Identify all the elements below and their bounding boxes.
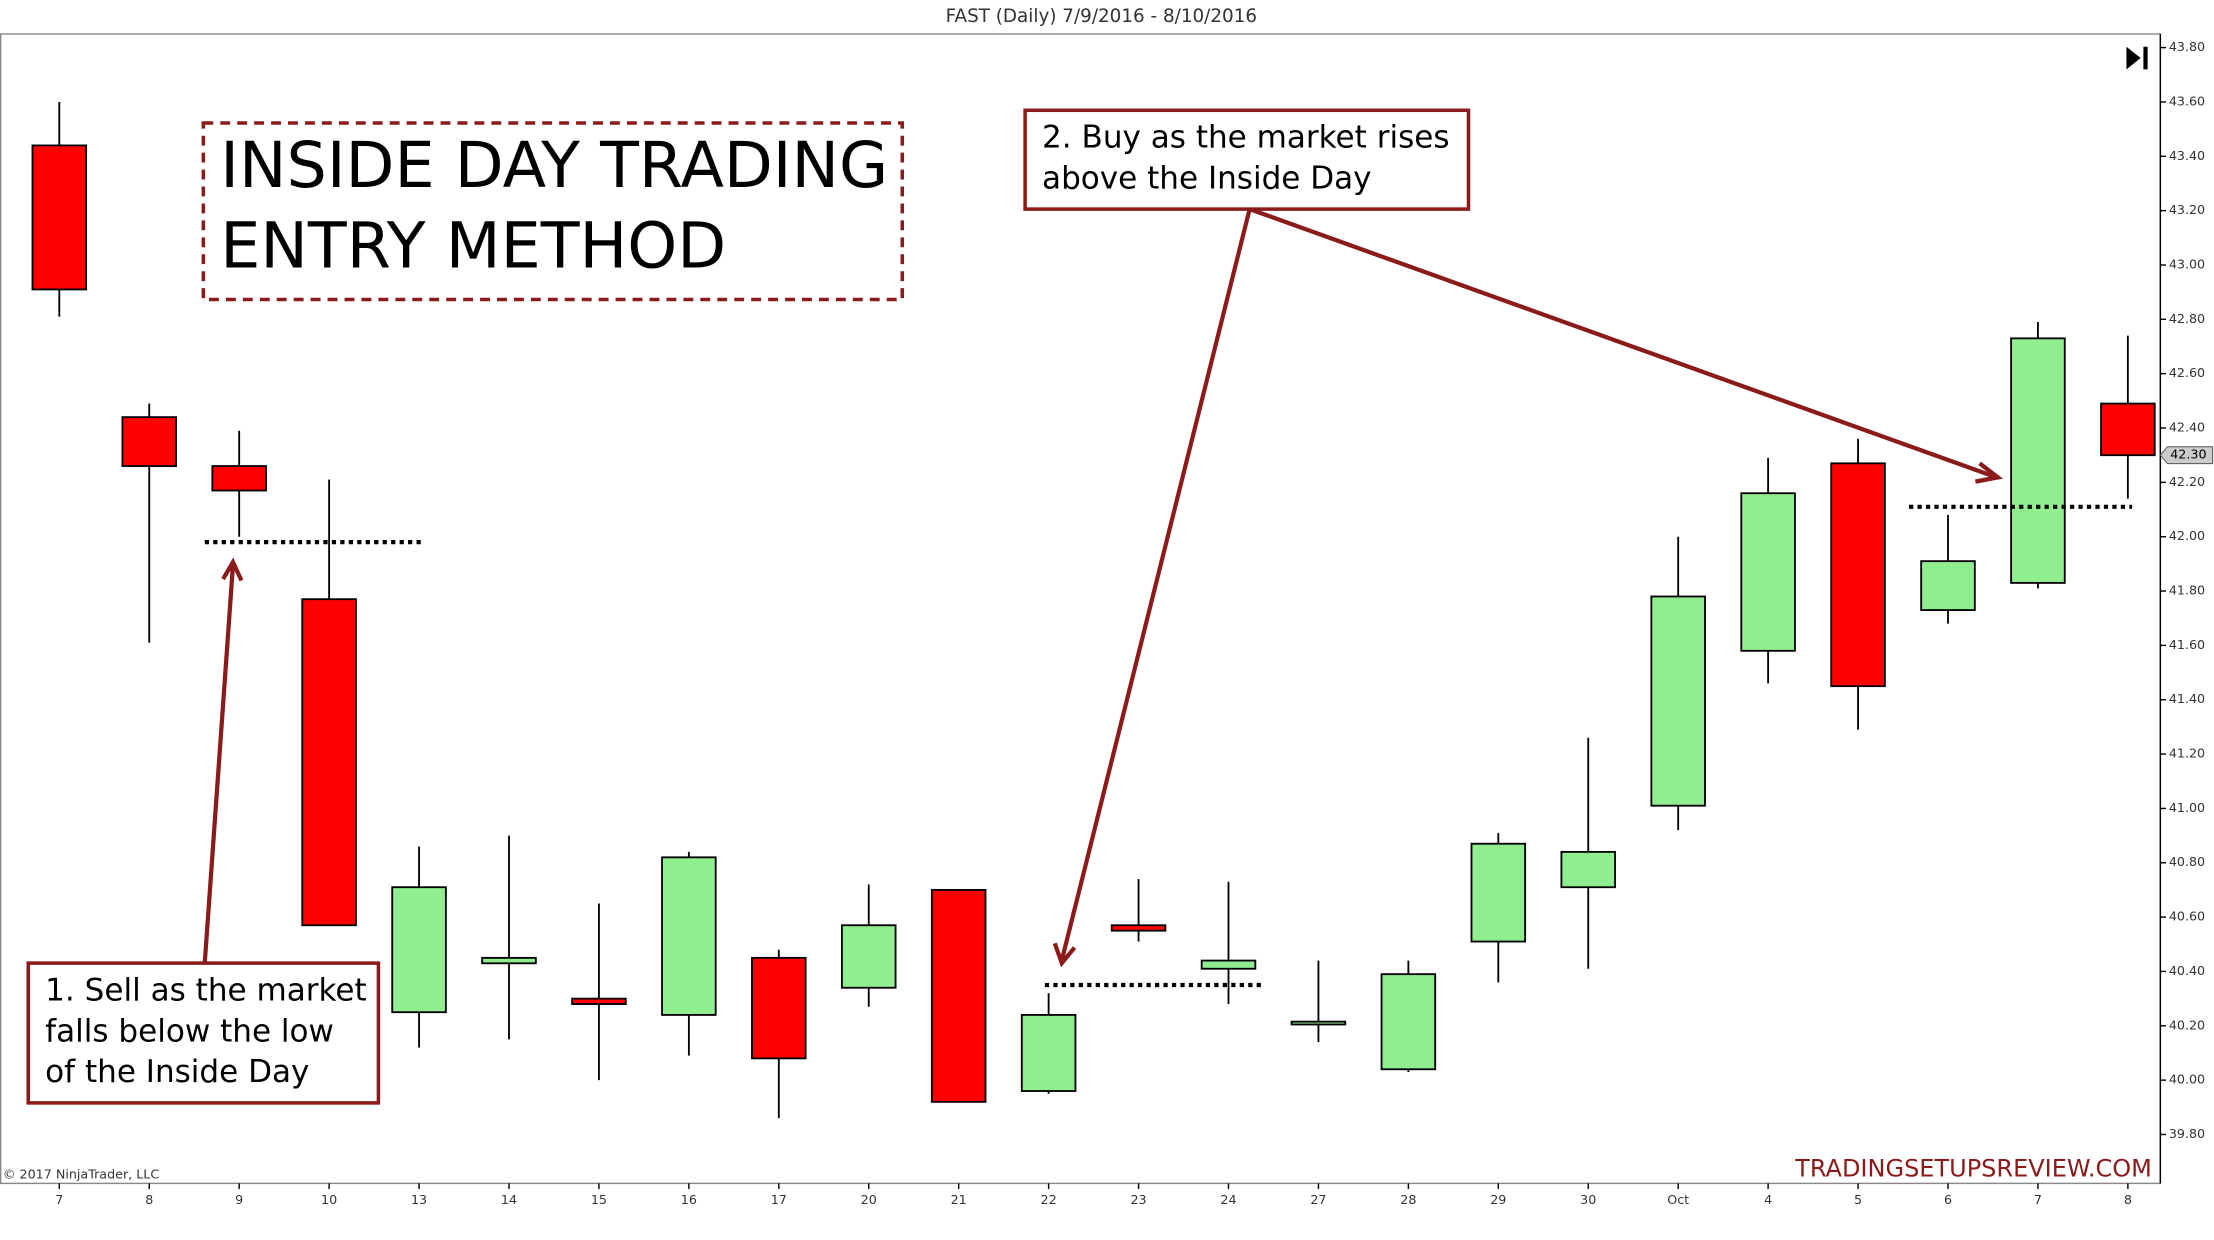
callout-text: 1. Sell as the market xyxy=(45,972,367,1008)
callout-box xyxy=(1023,108,1471,211)
x-tick-label: 20 xyxy=(861,1192,877,1207)
candle-body xyxy=(1920,560,1976,611)
arrow xyxy=(1059,208,1252,961)
annotation-title: INSIDE DAY TRADING xyxy=(220,128,888,202)
callout-text: above the Inside Day xyxy=(1042,160,1372,196)
y-tick-label: 42.20 xyxy=(2169,474,2205,489)
y-tick-label: 43.00 xyxy=(2169,256,2205,271)
candle-body xyxy=(1290,1020,1347,1026)
arrow xyxy=(202,564,236,964)
x-tick-label: 24 xyxy=(1220,1192,1236,1207)
y-tick-label: 43.80 xyxy=(2169,39,2205,54)
x-tick-label: 15 xyxy=(591,1192,607,1207)
y-tick-label: 42.80 xyxy=(2169,311,2205,326)
candle-body xyxy=(121,416,177,467)
annotation-title: ENTRY METHOD xyxy=(220,209,726,283)
y-tick-label: 41.40 xyxy=(2169,691,2205,706)
callout-text: of the Inside Day xyxy=(45,1054,309,1090)
x-tick-label: 13 xyxy=(411,1192,427,1207)
y-tick-label: 42.40 xyxy=(2169,420,2205,435)
x-tick-label: 7 xyxy=(2034,1192,2042,1207)
candle-body xyxy=(840,924,897,989)
chart-title: FAST (Daily) 7/9/2016 - 8/10/2016 xyxy=(946,6,1257,27)
candle-body xyxy=(1380,973,1437,1071)
x-tick-label: 16 xyxy=(681,1192,697,1207)
candle-body xyxy=(2100,402,2156,457)
x-tick-label: 30 xyxy=(1580,1192,1596,1207)
x-tick-label: 4 xyxy=(1764,1192,1772,1207)
candle-body xyxy=(211,465,267,492)
candle-body xyxy=(1020,1014,1077,1092)
y-tick-label: 43.60 xyxy=(2169,93,2205,108)
x-tick-label: 14 xyxy=(501,1192,517,1207)
scroll-end-icon[interactable] xyxy=(2126,46,2148,70)
candle-body xyxy=(1740,492,1796,652)
y-tick-label: 41.20 xyxy=(2169,746,2205,761)
callout-text: 2. Buy as the market rises xyxy=(1042,120,1450,156)
candle-body xyxy=(301,598,357,927)
arrow-head xyxy=(221,557,244,582)
y-tick-label: 39.80 xyxy=(2169,1126,2205,1141)
candle-body xyxy=(1470,842,1527,943)
y-tick-label: 40.80 xyxy=(2169,854,2205,869)
watermark: TRADINGSETUPSREVIEW.COM xyxy=(1794,1154,2152,1182)
candle-body xyxy=(481,956,537,965)
callout-box xyxy=(26,961,381,1105)
y-tick-label: 40.00 xyxy=(2169,1072,2205,1087)
x-tick-label: 27 xyxy=(1310,1192,1326,1207)
y-tick-label: 43.40 xyxy=(2169,148,2205,163)
y-tick-label: 43.20 xyxy=(2169,202,2205,217)
candle-body xyxy=(2010,337,2066,584)
candle-body xyxy=(751,956,807,1060)
y-tick-label: 40.20 xyxy=(2169,1017,2205,1032)
y-tick-label: 42.00 xyxy=(2169,528,2205,543)
x-tick-label: 10 xyxy=(321,1192,337,1207)
last-price-label: 42.30 xyxy=(2170,447,2206,462)
x-tick-label: 8 xyxy=(145,1192,153,1207)
y-tick-label: 40.40 xyxy=(2169,963,2205,978)
callout-text: falls below the low xyxy=(45,1013,334,1049)
x-tick-label: 29 xyxy=(1490,1192,1506,1207)
y-tick-label: 41.60 xyxy=(2169,637,2205,652)
candle-body xyxy=(571,997,627,1005)
arrow xyxy=(1248,207,1998,480)
x-tick-label: 5 xyxy=(1854,1192,1862,1207)
x-tick-label: 7 xyxy=(55,1192,63,1207)
x-tick-label: 17 xyxy=(771,1192,787,1207)
candle-body xyxy=(391,886,447,1014)
candle-body xyxy=(1650,595,1706,807)
y-tick-label: 41.80 xyxy=(2169,583,2205,598)
y-tick-label: 40.60 xyxy=(2169,909,2205,924)
x-tick-label: 6 xyxy=(1944,1192,1952,1207)
x-tick-label: 9 xyxy=(235,1192,243,1207)
y-tick-label: 42.60 xyxy=(2169,365,2205,380)
y-tick-label: 41.00 xyxy=(2169,800,2205,815)
x-tick-label: 28 xyxy=(1400,1192,1416,1207)
x-tick-label: 21 xyxy=(951,1192,967,1207)
x-tick-label: 8 xyxy=(2124,1192,2132,1207)
x-tick-label: Oct xyxy=(1667,1192,1689,1207)
arrow-head xyxy=(1974,461,2004,484)
candle-body xyxy=(661,856,717,1016)
copyright: © 2017 NinjaTrader, LLC xyxy=(3,1166,160,1181)
candle-body xyxy=(31,144,88,291)
candle-body xyxy=(1200,959,1257,970)
arrow-head xyxy=(1052,942,1077,968)
candle-body xyxy=(1560,850,1616,889)
arrows xyxy=(202,207,2004,968)
candle-body xyxy=(930,889,987,1103)
last-price-marker xyxy=(2159,446,2214,465)
title-box xyxy=(201,121,905,302)
x-tick-label: 23 xyxy=(1130,1192,1146,1207)
candle-body xyxy=(1830,462,1886,688)
x-tick-label: 22 xyxy=(1041,1192,1057,1207)
candle-body xyxy=(1110,924,1167,932)
